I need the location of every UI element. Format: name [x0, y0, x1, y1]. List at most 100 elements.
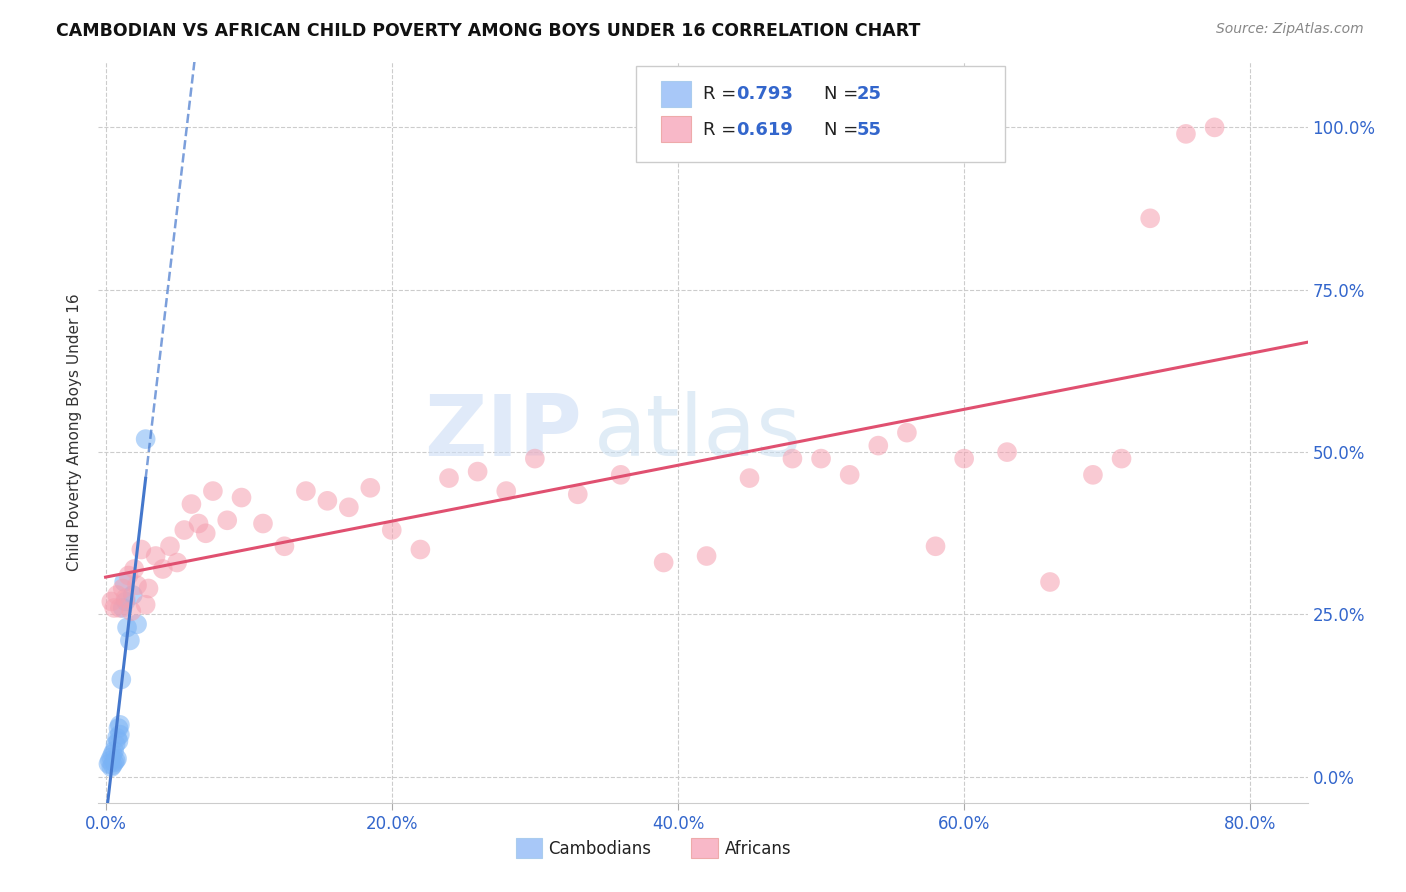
Text: ZIP: ZIP: [425, 391, 582, 475]
Point: [101, 747, 124, 761]
Point: [100, 750, 122, 764]
Point: [105, 751, 128, 765]
Point: [609, 467, 631, 482]
Point: [118, 633, 141, 648]
Point: [100, 594, 122, 608]
Point: [652, 556, 675, 570]
Point: [1081, 467, 1104, 482]
Bar: [690, 838, 717, 858]
Point: [523, 451, 546, 466]
Text: R =: R =: [703, 120, 742, 139]
Point: [437, 471, 460, 485]
Point: [495, 484, 517, 499]
Point: [194, 526, 217, 541]
Point: [159, 539, 181, 553]
Point: [103, 601, 125, 615]
Y-axis label: Child Poverty Among Boys Under 16: Child Poverty Among Boys Under 16: [67, 293, 83, 572]
Point: [896, 425, 918, 440]
Point: [125, 617, 148, 632]
Point: [145, 549, 167, 563]
Point: [112, 574, 135, 589]
Point: [108, 601, 131, 615]
Point: [409, 542, 432, 557]
Point: [273, 539, 295, 553]
Point: [131, 542, 153, 557]
Text: 0.793: 0.793: [735, 85, 793, 103]
Point: [1204, 120, 1226, 135]
Point: [166, 556, 188, 570]
Bar: [661, 117, 690, 143]
Point: [104, 737, 127, 751]
Point: [1139, 211, 1161, 226]
Point: [135, 432, 157, 446]
Point: [103, 756, 125, 770]
Point: [1039, 574, 1062, 589]
Point: [1111, 451, 1133, 466]
Point: [782, 451, 804, 466]
Text: R =: R =: [703, 85, 742, 103]
Point: [97, 756, 120, 771]
Point: [567, 487, 589, 501]
Point: [295, 484, 318, 499]
Point: [180, 497, 202, 511]
Point: [231, 491, 253, 505]
Text: Africans: Africans: [724, 839, 792, 858]
Point: [135, 598, 157, 612]
Bar: [661, 81, 690, 107]
Point: [111, 582, 134, 596]
Point: [114, 591, 136, 606]
Point: [187, 516, 209, 531]
Point: [104, 754, 127, 768]
Point: [316, 493, 339, 508]
Text: Cambodians: Cambodians: [548, 839, 651, 858]
Text: 0.619: 0.619: [735, 120, 793, 139]
Point: [738, 471, 761, 485]
Point: [107, 721, 129, 735]
Text: N =: N =: [824, 85, 863, 103]
Point: [105, 588, 128, 602]
Text: 25: 25: [856, 85, 882, 103]
Point: [108, 728, 131, 742]
Point: [110, 673, 132, 687]
Point: [108, 718, 131, 732]
Point: [120, 604, 142, 618]
Point: [125, 578, 148, 592]
Text: N =: N =: [824, 120, 863, 139]
Point: [337, 500, 360, 515]
Point: [138, 582, 160, 596]
Point: [100, 760, 122, 774]
Point: [103, 744, 125, 758]
Point: [217, 513, 239, 527]
Point: [107, 734, 129, 748]
Point: [359, 481, 381, 495]
Point: [122, 562, 145, 576]
Point: [98, 754, 121, 768]
Point: [115, 620, 138, 634]
Point: [995, 445, 1018, 459]
Point: [838, 467, 860, 482]
Point: [111, 601, 134, 615]
Point: [381, 523, 404, 537]
Point: [121, 588, 143, 602]
Point: [114, 594, 136, 608]
Point: [1174, 127, 1197, 141]
Point: [117, 568, 139, 582]
Text: CAMBODIAN VS AFRICAN CHILD POVERTY AMONG BOYS UNDER 16 CORRELATION CHART: CAMBODIAN VS AFRICAN CHILD POVERTY AMONG…: [56, 22, 921, 40]
Point: [101, 758, 124, 772]
Point: [467, 465, 489, 479]
Point: [252, 516, 274, 531]
FancyBboxPatch shape: [637, 66, 1005, 162]
Point: [953, 451, 976, 466]
Point: [201, 484, 224, 499]
Text: atlas: atlas: [595, 391, 803, 475]
Text: Source: ZipAtlas.com: Source: ZipAtlas.com: [1216, 22, 1364, 37]
Point: [152, 562, 174, 576]
Point: [868, 439, 890, 453]
Text: 55: 55: [856, 120, 882, 139]
Point: [924, 539, 946, 553]
Point: [173, 523, 195, 537]
Bar: [516, 838, 543, 858]
Point: [105, 731, 128, 745]
Point: [810, 451, 832, 466]
Point: [696, 549, 718, 563]
